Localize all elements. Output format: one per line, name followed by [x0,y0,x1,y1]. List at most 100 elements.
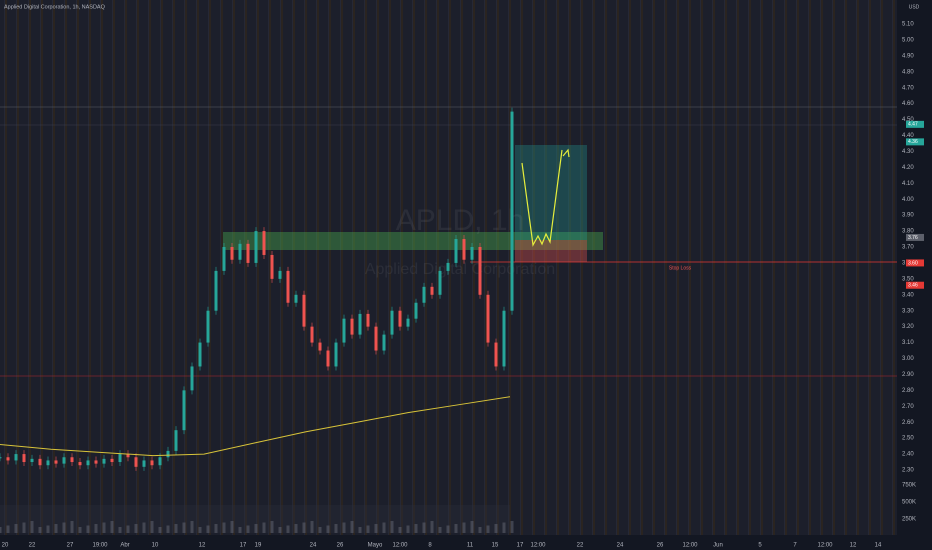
candle [230,247,234,260]
price-label: 2.50 [902,436,914,442]
volume-bar [78,527,82,533]
volume-bar [510,521,514,533]
price-tag-label: 4.36 [908,139,918,145]
candle [22,454,26,463]
volume-bar [494,524,498,533]
candle [486,294,490,343]
candle [54,460,58,464]
time-label: 26 [657,543,664,549]
volume-bar [54,524,58,533]
candle [334,342,338,367]
volume-bar [398,527,402,533]
price-label: 2.30 [902,468,914,474]
currency: USD [909,4,920,10]
watermark-name: Applied Digital Corporation [365,261,555,278]
price-label: 4.90 [902,53,914,59]
volume-bar [422,522,426,533]
price-label: 3.30 [902,308,914,314]
volume-bar [342,522,346,533]
candle [422,286,426,303]
volume-bar [318,527,322,533]
candle [286,270,290,303]
price-axis-bg [897,0,932,550]
volume-bar [446,525,450,533]
price-label: 3.00 [902,356,914,362]
price-label: 4.60 [902,101,914,107]
volume-bar [278,527,282,533]
price-tag [906,120,924,128]
candle [0,457,2,459]
volume-bar [366,525,370,533]
volume-bar [62,522,66,533]
candle [94,460,98,464]
time-label: 24 [617,543,624,549]
volume-bar [38,527,42,533]
time-label: 10 [152,543,159,549]
candle [14,454,18,461]
volume-bar [270,521,274,533]
volume-bar [286,525,290,533]
volume-bar [326,525,330,533]
time-label: 8 [428,543,432,549]
candle [182,390,186,431]
price-tag [906,233,924,241]
time-axis-bg [0,535,932,550]
candle [198,342,202,367]
price-tag-label: 3.76 [908,235,918,241]
watermark-symbol: APLD, 1h [396,204,524,237]
time-label: Jun [713,543,723,549]
candle [350,318,354,335]
volume-bar [254,524,258,533]
volume-bar [70,521,74,533]
candle [310,326,314,343]
time-label: 17 [240,543,247,549]
candle [86,460,90,466]
projection-arrow [521,149,563,247]
volume-bar [334,524,338,533]
candle [454,239,458,263]
price-label: 4.80 [902,69,914,75]
volume-bar [14,524,18,533]
time-label: 24 [310,543,317,549]
volume-bar [430,521,434,533]
candle [110,458,114,463]
time-label: 26 [337,543,344,549]
price-label: 3.50 [902,276,914,282]
price-label: 3.20 [902,324,914,330]
volume-bar [214,524,218,533]
candle [398,310,402,327]
price-tag-label: 4.47 [908,122,918,128]
volume-bar [182,522,186,533]
candle [278,270,282,279]
time-label: 5 [758,543,762,549]
candle [62,457,66,464]
candle [438,270,442,295]
candle [502,310,506,367]
volume-label: 500K [902,500,916,506]
price-label: 2.90 [902,372,914,378]
time-label: 22 [577,543,584,549]
time-label: 19 [255,543,262,549]
volume-area [0,505,510,533]
candle [134,457,138,467]
candle [270,254,274,279]
candle [78,462,82,466]
volume-bar [462,522,466,533]
volume-label: 750K [902,483,916,489]
volume-bar [470,521,474,533]
volume-bar [86,525,90,533]
time-label: 27 [67,543,74,549]
volume-bar [206,525,210,533]
zone [223,232,603,250]
price-label: 2.70 [902,404,914,410]
candle [246,243,250,263]
volume-bar [390,521,394,533]
price-tag [906,281,924,289]
candle [478,247,482,295]
price-label: 4.00 [902,197,914,203]
candle [406,318,410,327]
volume-bar [166,525,170,533]
candle [118,454,122,463]
